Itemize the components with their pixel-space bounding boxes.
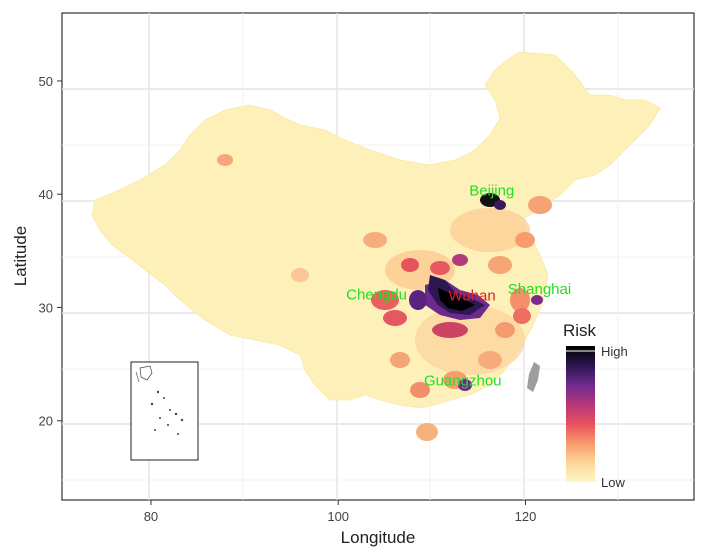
y-tick-label: 30 [39,300,53,315]
taiwan-island [527,362,540,392]
y-tick-label: 50 [39,74,53,89]
x-axis-ticks: 80 100 120 [144,500,537,524]
city-label-guangzhou: Guangzhou [424,373,502,390]
south-china-sea-inset [130,361,199,461]
x-tick-label: 80 [144,509,158,524]
legend-high-label: High [601,344,628,359]
legend-title: Risk [563,321,597,340]
x-tick-label: 120 [515,509,537,524]
legend-low-label: Low [601,475,625,490]
y-tick-label: 40 [39,187,53,202]
risk-legend: Risk High Low [563,321,628,490]
risk-regions [217,154,552,398]
y-axis-ticks: 20 30 40 50 [39,74,62,429]
city-labels: Beijing Chengdu Wuhan Shanghai Guangzhou [346,182,571,389]
hainan-island [416,423,438,441]
x-tick-label: 100 [327,509,349,524]
y-axis-label: Latitude [11,226,30,287]
city-label-wuhan: Wuhan [448,288,495,305]
city-label-shanghai: Shanghai [508,281,571,298]
city-label-chengdu: Chengdu [346,287,407,304]
x-axis-label: Longitude [341,528,416,547]
city-label-beijing: Beijing [469,182,514,199]
legend-colorbar [566,346,595,482]
y-tick-label: 20 [39,414,53,429]
